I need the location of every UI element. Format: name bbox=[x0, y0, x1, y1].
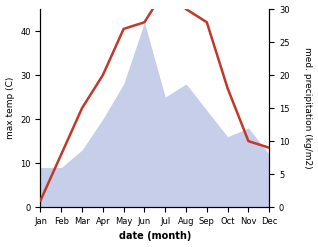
Y-axis label: med. precipitation (kg/m2): med. precipitation (kg/m2) bbox=[303, 47, 313, 169]
X-axis label: date (month): date (month) bbox=[119, 231, 191, 242]
Y-axis label: max temp (C): max temp (C) bbox=[5, 77, 15, 139]
